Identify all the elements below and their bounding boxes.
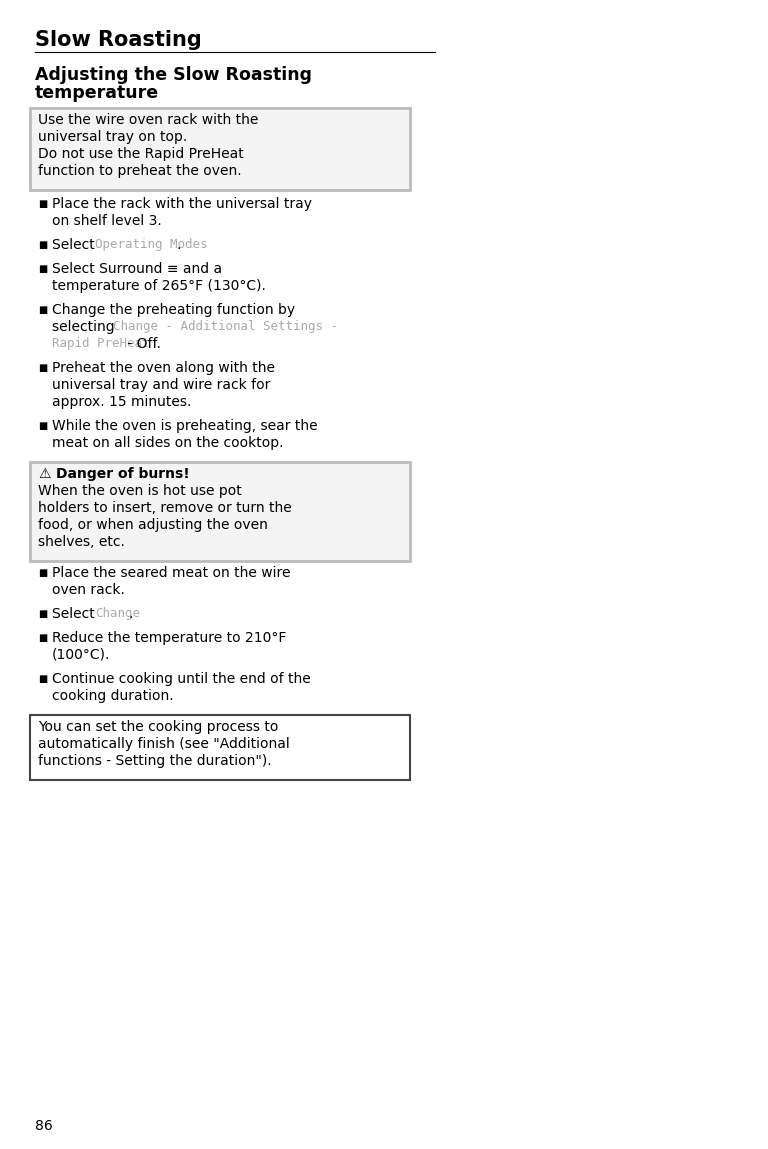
Text: holders to insert, remove or turn the: holders to insert, remove or turn the bbox=[38, 501, 292, 515]
Text: Use the wire oven rack with the: Use the wire oven rack with the bbox=[38, 113, 258, 128]
Text: ■: ■ bbox=[38, 421, 48, 431]
Text: Do not use the Rapid PreHeat: Do not use the Rapid PreHeat bbox=[38, 147, 243, 161]
Text: Place the seared meat on the wire: Place the seared meat on the wire bbox=[52, 566, 290, 580]
Text: ■: ■ bbox=[38, 674, 48, 684]
Text: function to preheat the oven.: function to preheat the oven. bbox=[38, 164, 242, 178]
Text: Change: Change bbox=[95, 607, 140, 620]
Text: You can set the cooking process to: You can set the cooking process to bbox=[38, 720, 278, 734]
Text: Select: Select bbox=[52, 607, 99, 620]
Text: Change the preheating function by: Change the preheating function by bbox=[52, 303, 295, 317]
Text: .: . bbox=[177, 238, 181, 252]
Text: (100°C).: (100°C). bbox=[52, 648, 111, 662]
Text: Preheat the oven along with the: Preheat the oven along with the bbox=[52, 361, 275, 375]
Text: ■: ■ bbox=[38, 264, 48, 273]
FancyBboxPatch shape bbox=[30, 462, 410, 561]
Text: meat on all sides on the cooktop.: meat on all sides on the cooktop. bbox=[52, 435, 283, 450]
Text: Select: Select bbox=[52, 238, 99, 252]
Text: When the oven is hot use pot: When the oven is hot use pot bbox=[38, 484, 242, 498]
Text: approx. 15 minutes.: approx. 15 minutes. bbox=[52, 395, 191, 409]
Text: selecting: selecting bbox=[52, 321, 119, 334]
Text: ■: ■ bbox=[38, 633, 48, 643]
FancyBboxPatch shape bbox=[30, 108, 410, 190]
Text: on shelf level 3.: on shelf level 3. bbox=[52, 214, 162, 228]
Text: Danger of burns!: Danger of burns! bbox=[56, 466, 190, 481]
Text: Rapid PreHeat: Rapid PreHeat bbox=[52, 337, 150, 350]
Text: While the oven is preheating, sear the: While the oven is preheating, sear the bbox=[52, 419, 318, 433]
Text: .: . bbox=[128, 607, 133, 620]
Text: ■: ■ bbox=[38, 363, 48, 373]
Text: shelves, etc.: shelves, etc. bbox=[38, 535, 125, 549]
Text: ■: ■ bbox=[38, 568, 48, 578]
Text: universal tray on top.: universal tray on top. bbox=[38, 130, 187, 144]
Text: Place the rack with the universal tray: Place the rack with the universal tray bbox=[52, 196, 312, 211]
Text: ■: ■ bbox=[38, 199, 48, 209]
Text: ■: ■ bbox=[38, 609, 48, 619]
Text: temperature: temperature bbox=[35, 84, 159, 102]
Text: cooking duration.: cooking duration. bbox=[52, 689, 174, 703]
FancyBboxPatch shape bbox=[30, 715, 410, 780]
Text: automatically finish (see "Additional: automatically finish (see "Additional bbox=[38, 737, 290, 751]
Text: functions - Setting the duration").: functions - Setting the duration"). bbox=[38, 754, 272, 768]
Text: - Off.: - Off. bbox=[123, 337, 161, 350]
Text: temperature of 265°F (130°C).: temperature of 265°F (130°C). bbox=[52, 279, 266, 293]
Text: food, or when adjusting the oven: food, or when adjusting the oven bbox=[38, 518, 268, 532]
Text: Continue cooking until the end of the: Continue cooking until the end of the bbox=[52, 672, 311, 686]
Text: universal tray and wire rack for: universal tray and wire rack for bbox=[52, 378, 270, 392]
Text: Change - Additional Settings -: Change - Additional Settings - bbox=[113, 321, 338, 333]
Text: oven rack.: oven rack. bbox=[52, 583, 125, 597]
Text: Select Surround ≡ and a: Select Surround ≡ and a bbox=[52, 262, 222, 276]
Text: Reduce the temperature to 210°F: Reduce the temperature to 210°F bbox=[52, 631, 286, 645]
Text: Adjusting the Slow Roasting: Adjusting the Slow Roasting bbox=[35, 65, 312, 84]
Text: ■: ■ bbox=[38, 240, 48, 250]
Text: ■: ■ bbox=[38, 304, 48, 315]
Text: ⚠: ⚠ bbox=[38, 466, 51, 481]
Text: Operating Modes: Operating Modes bbox=[95, 238, 207, 250]
Text: 86: 86 bbox=[35, 1119, 53, 1133]
Text: Slow Roasting: Slow Roasting bbox=[35, 30, 202, 51]
